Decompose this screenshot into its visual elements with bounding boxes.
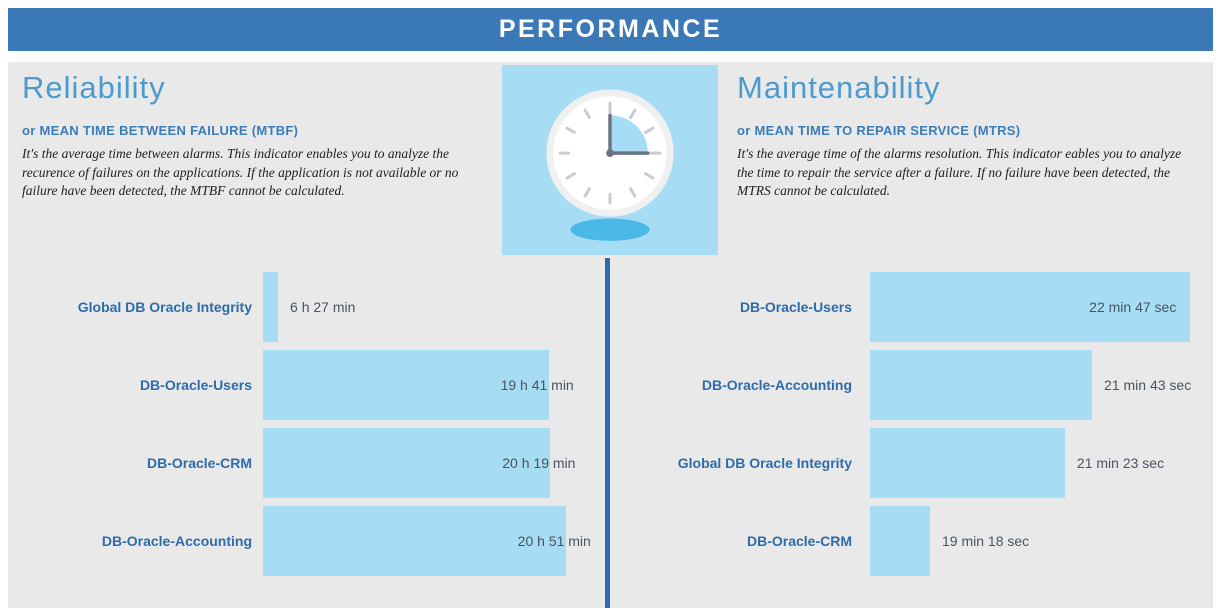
bar — [263, 428, 551, 498]
bar-track: 21 min 23 sec — [870, 428, 1209, 498]
reliability-chart: Global DB Oracle Integrity 6 h 27 min DB-O… — [8, 272, 605, 584]
bar-label: DB-Oracle-CRM — [746, 532, 852, 549]
maintenability-subtitle: or MEAN TIME TO REPAIR SERVICE (MTRS) — [737, 122, 1021, 138]
reliability-description: It's the average time between alarms. Th… — [22, 145, 459, 199]
bar-label: DB-Oracle-CRM — [146, 454, 252, 471]
bar-row: DB-Oracle-CRM 20 h 19 min — [8, 428, 605, 498]
bar-value: 19 h 41 min — [500, 377, 574, 393]
bar-label: Global DB Oracle Integrity — [677, 454, 852, 471]
bar-track: 19 min 18 sec — [870, 506, 1209, 576]
bar — [870, 350, 1093, 420]
bar-value: 19 min 18 sec — [942, 533, 1030, 549]
main-panel: Reliability or MEAN TIME BETWEEN FAILURE… — [8, 62, 1213, 608]
bar-value: 21 min 23 sec — [1076, 455, 1165, 471]
clock-icon — [546, 89, 674, 241]
bar-value: 20 h 19 min — [502, 455, 576, 471]
bar-row: Global DB Oracle Integrity 6 h 27 min — [8, 272, 605, 342]
maintenability-section: Maintenability or MEAN TIME TO REPAIR SE… — [737, 70, 1199, 201]
bar-label: DB-Oracle-Users — [739, 298, 852, 315]
reliability-section: Reliability or MEAN TIME BETWEEN FAILURE… — [22, 70, 497, 201]
bar-track: 20 h 51 min — [263, 506, 605, 576]
bar-label: DB-Oracle-Accounting — [101, 532, 252, 549]
bar-label: DB-Oracle-Accounting — [701, 376, 852, 393]
bar-label: DB-Oracle-Users — [139, 376, 252, 393]
bar-row: DB-Oracle-Users 19 h 41 min — [8, 350, 605, 420]
bar-row: Global DB Oracle Integrity 21 min 23 sec — [612, 428, 1209, 498]
reliability-subtitle: or MEAN TIME BETWEEN FAILURE (MTBF) — [22, 122, 299, 138]
bar-value: 6 h 27 min — [290, 299, 356, 315]
bar-track: 21 min 43 sec — [870, 350, 1209, 420]
bar-value: 21 min 43 sec — [1104, 377, 1192, 393]
bar-track: 20 h 19 min — [263, 428, 605, 498]
bar — [870, 272, 1191, 342]
page-title: PERFORMANCE — [498, 15, 723, 43]
bar — [263, 506, 566, 576]
bar — [263, 350, 549, 420]
bar-row: DB-Oracle-CRM 19 min 18 sec — [612, 506, 1209, 576]
maintenability-title: Maintenability — [737, 70, 941, 105]
bar-label: Global DB Oracle Integrity — [77, 298, 252, 315]
vertical-divider — [605, 258, 610, 608]
bar — [263, 272, 279, 342]
bar-row: DB-Oracle-Accounting 20 h 51 min — [8, 506, 605, 576]
bar — [870, 506, 930, 576]
maintenability-chart: DB-Oracle-Users 22 min 47 sec DB-Oracle-Ac… — [612, 272, 1209, 584]
bar-value: 20 h 51 min — [517, 533, 591, 549]
bar-track: 19 h 41 min — [263, 350, 605, 420]
reliability-title: Reliability — [22, 70, 166, 105]
bar-track: 6 h 27 min — [263, 272, 605, 342]
bar-row: DB-Oracle-Users 22 min 47 sec — [612, 272, 1209, 342]
bar-row: DB-Oracle-Accounting 21 min 43 sec — [612, 350, 1209, 420]
clock-card — [502, 65, 718, 255]
bar-track: 22 min 47 sec — [870, 272, 1209, 342]
bar — [870, 428, 1065, 498]
maintenability-description: It's the average time of the alarms reso… — [737, 145, 1182, 199]
bar-value: 22 min 47 sec — [1089, 299, 1177, 315]
header-bar: PERFORMANCE — [8, 8, 1213, 51]
